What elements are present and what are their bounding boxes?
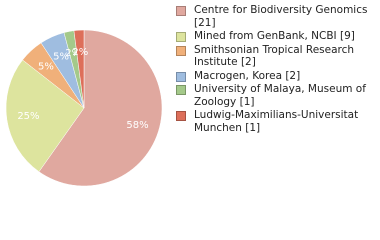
legend-label: Smithsonian Tropical Research Institute … [194,43,355,69]
legend-label: Centre for Biodiversity Genomics [21] [194,4,368,29]
pie-slice [38,29,163,187]
slice-label: 2% [65,48,81,59]
legend-label: Mined from GenBank, NCBI [9] [194,30,355,42]
slice-label: 5% [53,52,69,63]
legend: Centre for Biodiversity Genomics [21] Min… [174,4,378,135]
legend-label: Ludwig-Maximilians-Universitat Munchen [… [194,109,359,134]
pie-slice [5,59,85,173]
legend-item: Centre for Biodiversity Genomics [21] [174,4,378,29]
legend-swatch [176,85,186,95]
slice-label: 5% [38,62,54,73]
legend-item: University of Malaya, Museum of Zoology … [174,83,378,108]
pie-chart: 58%25%5%5%2%2% [5,29,163,187]
legend-item: Macrogen, Korea [2] [174,70,378,83]
legend-label: Macrogen, Korea [2] [194,69,301,82]
legend-item: Mined from GenBank, NCBI [9] [174,30,378,43]
legend-swatch [176,6,186,16]
slice-label: 25% [17,111,39,122]
pie-slice [73,29,85,109]
legend-swatch [176,45,186,56]
legend-swatch [176,111,186,121]
legend-item: Smithsonian Tropical Research Institute … [174,44,378,69]
legend-swatch [176,32,186,42]
legend-label: University of Malaya, Museum of Zoology … [194,83,366,108]
slice-label: 58% [126,120,148,131]
legend-item: Ludwig-Maximilians-Universitat Munchen [… [174,109,378,134]
legend-swatch [176,71,186,82]
slice-label: 2% [72,47,88,58]
